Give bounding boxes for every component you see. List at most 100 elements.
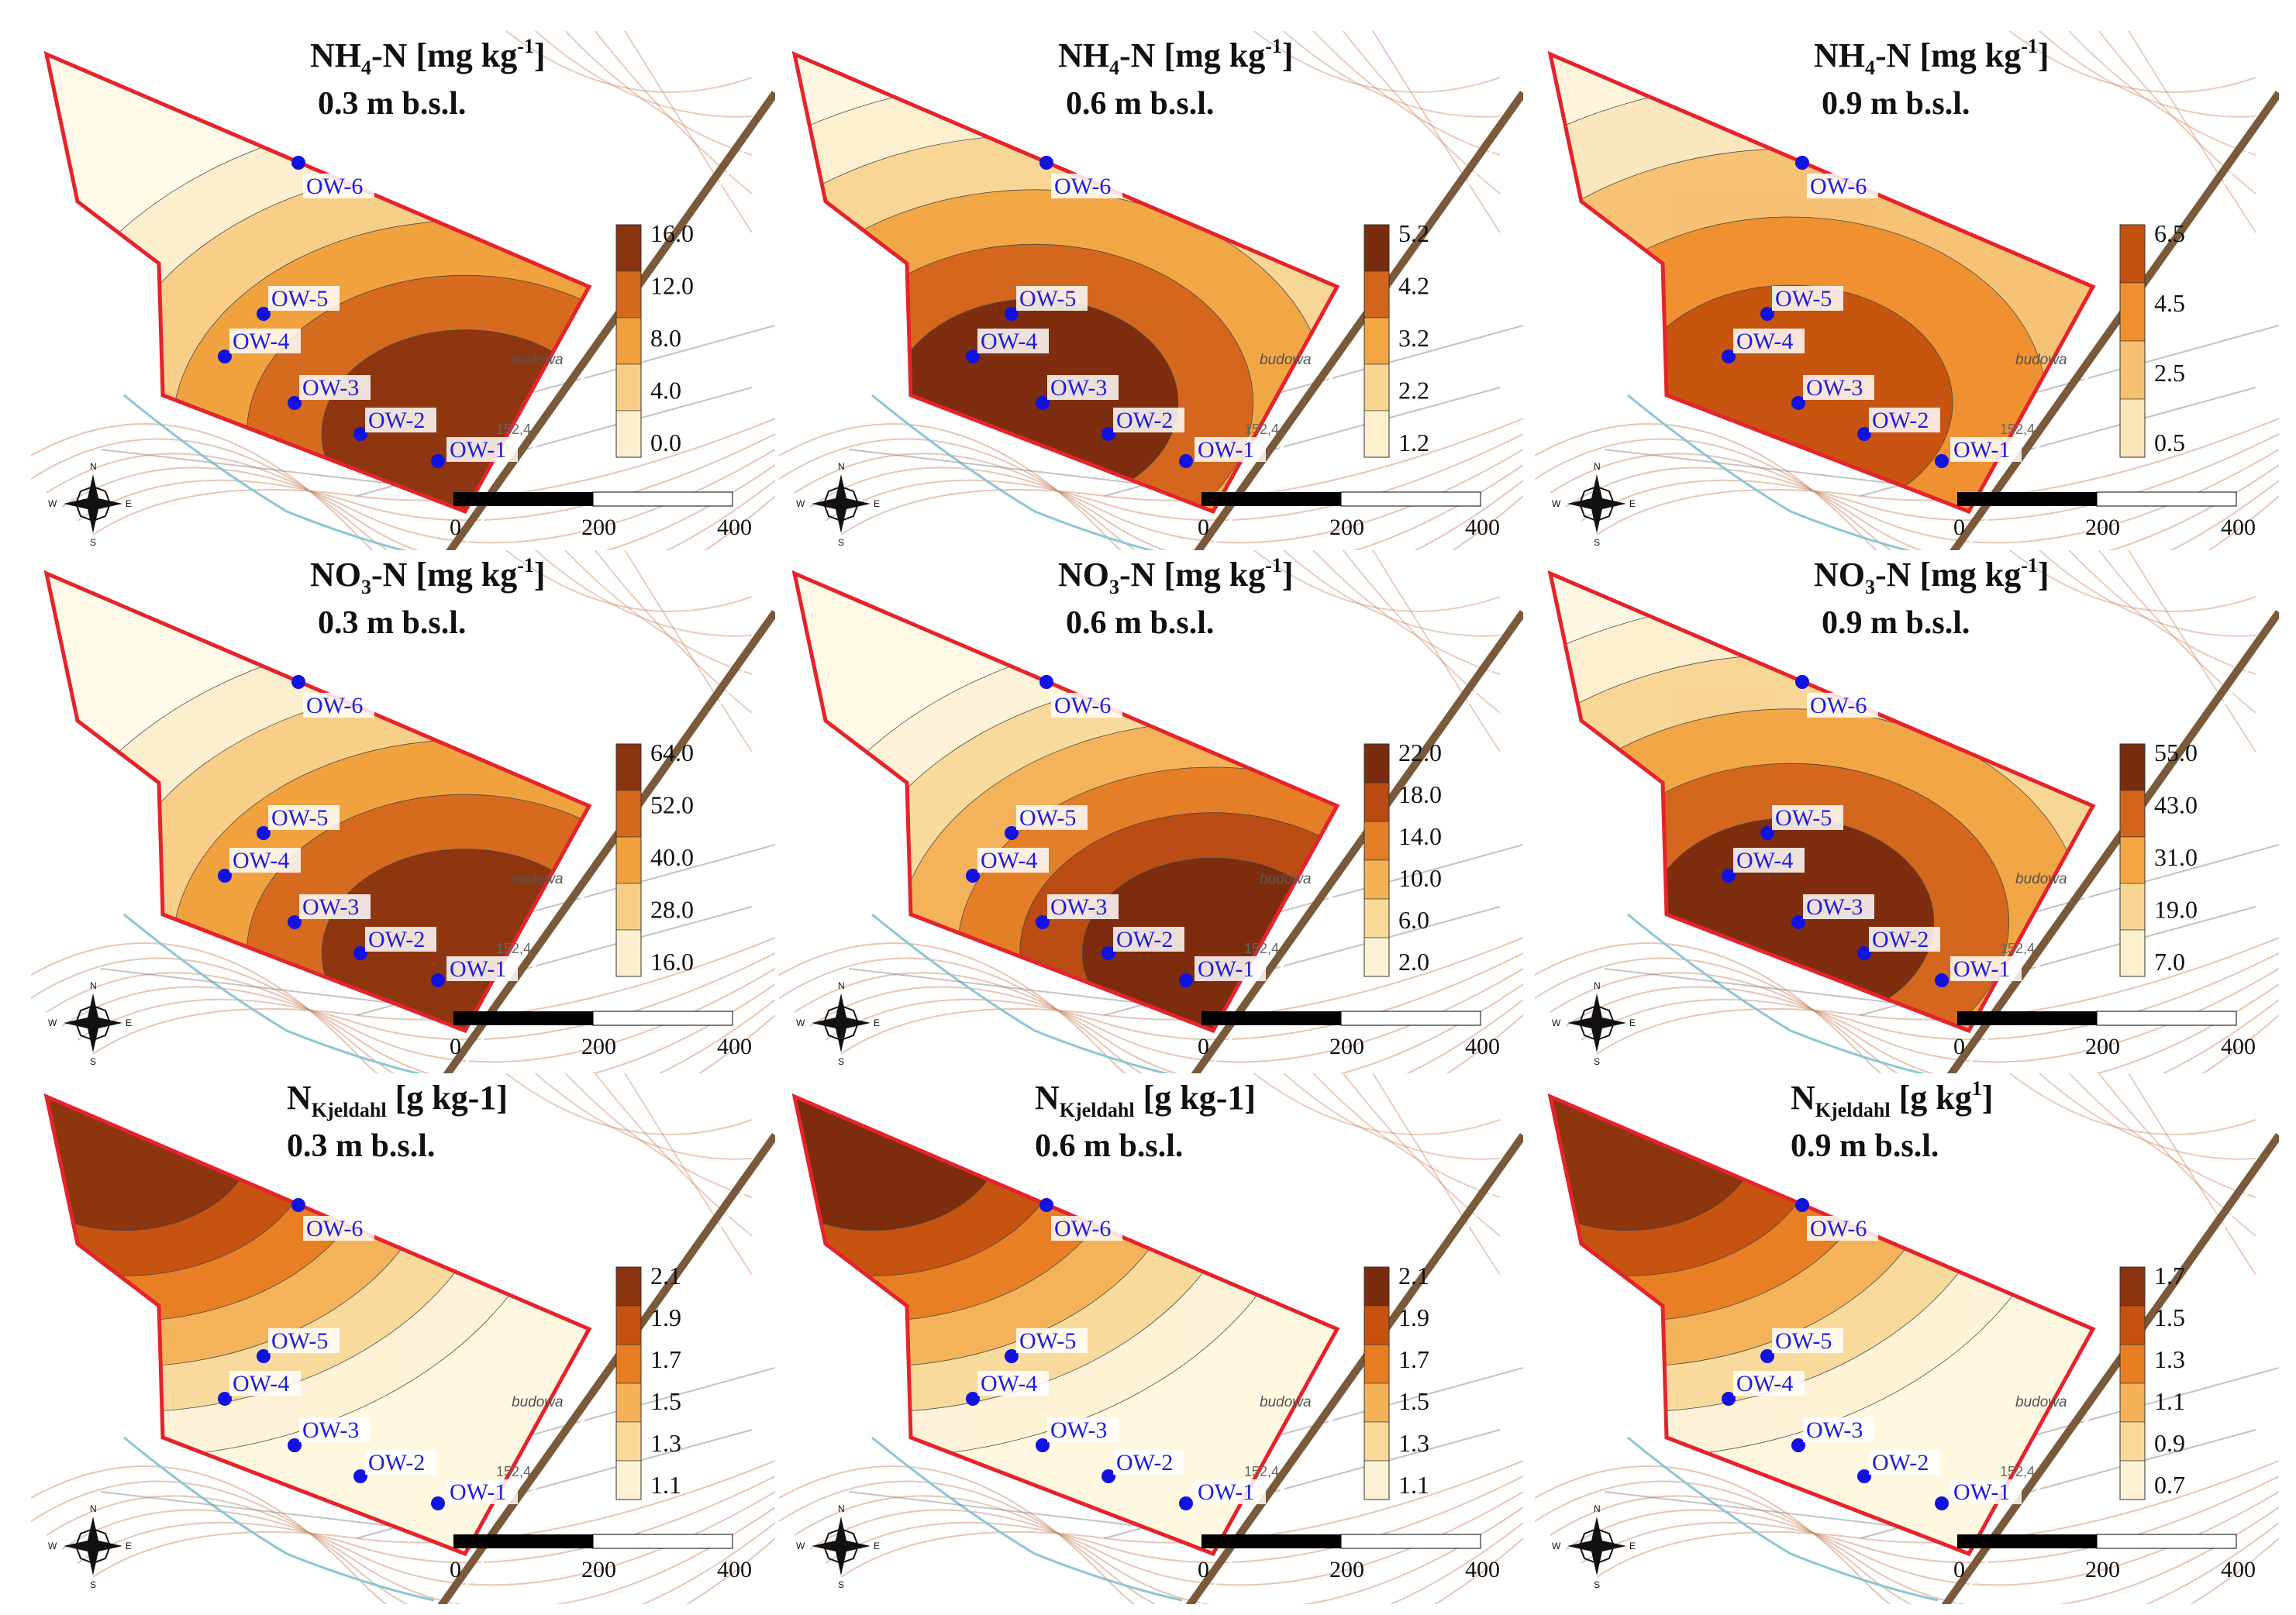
legend-tick-label: 12.0 bbox=[650, 272, 694, 300]
well-marker[interactable] bbox=[966, 1392, 980, 1406]
well-marker[interactable] bbox=[1039, 675, 1053, 689]
well-marker[interactable] bbox=[966, 350, 980, 363]
contour-line bbox=[2098, 550, 2256, 714]
well-marker[interactable] bbox=[1935, 1496, 1949, 1510]
legend-tick-label: 8.0 bbox=[650, 324, 681, 352]
contour-line bbox=[594, 550, 753, 714]
legend-tick-label: 2.1 bbox=[650, 1262, 681, 1290]
well-marker[interactable] bbox=[431, 1496, 445, 1510]
well-label-bg bbox=[1047, 894, 1119, 919]
well-marker[interactable] bbox=[1935, 454, 1949, 468]
panel-title: NO3-N [mg kg-1] bbox=[1814, 556, 2050, 597]
well-label: OW-3 bbox=[1050, 375, 1107, 401]
well-marker[interactable] bbox=[288, 1438, 302, 1452]
unit-text: [mg kg bbox=[1164, 556, 1266, 594]
well-marker[interactable] bbox=[1722, 350, 1736, 363]
contour-line bbox=[31, 438, 775, 562]
species-subscript: 3 bbox=[1109, 576, 1119, 598]
well-marker[interactable] bbox=[1179, 454, 1193, 468]
well-marker[interactable] bbox=[291, 675, 305, 689]
well-marker[interactable] bbox=[288, 915, 302, 929]
contour-line bbox=[1253, 1073, 1501, 1135]
well-marker[interactable] bbox=[353, 946, 367, 960]
contour-line bbox=[1565, 449, 2279, 544]
place-label: budowa bbox=[2015, 1394, 2067, 1410]
well-marker[interactable] bbox=[218, 869, 232, 883]
well-marker[interactable] bbox=[1795, 675, 1809, 689]
well-marker[interactable] bbox=[291, 156, 305, 170]
well-label-bg bbox=[1869, 927, 1940, 952]
contour-line bbox=[594, 1073, 753, 1237]
legend-swatch bbox=[615, 1460, 642, 1500]
well-marker[interactable] bbox=[1039, 1198, 1053, 1212]
well-marker[interactable] bbox=[431, 454, 445, 468]
well-marker[interactable] bbox=[353, 427, 367, 441]
contour-line bbox=[31, 1465, 775, 1604]
legend-swatch bbox=[1363, 1344, 1390, 1384]
well-marker[interactable] bbox=[1791, 1438, 1805, 1452]
well-marker[interactable] bbox=[431, 973, 445, 987]
scale-label: 200 bbox=[1329, 1557, 1364, 1582]
scale-bar-white bbox=[2096, 1534, 2237, 1549]
compass-ring bbox=[74, 1527, 112, 1565]
well-marker[interactable] bbox=[966, 869, 980, 883]
compass-letter-e: E bbox=[874, 1541, 880, 1551]
contour-line bbox=[31, 423, 775, 562]
well-marker[interactable] bbox=[1760, 826, 1774, 840]
well-marker[interactable] bbox=[1005, 307, 1019, 321]
well-marker[interactable] bbox=[1179, 973, 1193, 987]
well-label-bg bbox=[446, 1479, 518, 1504]
scale-bar: 0 200 400 bbox=[450, 1534, 752, 1582]
well-marker[interactable] bbox=[1795, 156, 1809, 170]
well-label: OW-6 bbox=[1810, 1216, 1867, 1241]
compass-ring bbox=[822, 1004, 860, 1042]
contour-line bbox=[825, 952, 1523, 1041]
well-marker[interactable] bbox=[1101, 1469, 1115, 1483]
well-marker[interactable] bbox=[1179, 1496, 1193, 1510]
well-marker[interactable] bbox=[1036, 1438, 1050, 1452]
contour-line bbox=[1581, 433, 2279, 522]
legend-swatch bbox=[1363, 410, 1390, 458]
contour-line bbox=[779, 1480, 1523, 1604]
well-marker[interactable] bbox=[288, 396, 302, 410]
well-marker[interactable] bbox=[257, 307, 271, 321]
well-marker[interactable] bbox=[1791, 915, 1805, 929]
well-marker[interactable] bbox=[353, 1469, 367, 1483]
well-marker[interactable] bbox=[218, 1392, 232, 1406]
well-marker[interactable] bbox=[218, 350, 232, 363]
well-marker[interactable] bbox=[1722, 869, 1736, 883]
legend-tick-label: 1.5 bbox=[1398, 1387, 1429, 1415]
well-marker[interactable] bbox=[1101, 427, 1115, 441]
well-marker[interactable] bbox=[1039, 156, 1053, 170]
well-marker[interactable] bbox=[1722, 1392, 1736, 1406]
well-marker[interactable] bbox=[1795, 1198, 1809, 1212]
contour-line bbox=[2038, 1073, 2256, 1160]
well-marker[interactable] bbox=[1857, 1469, 1871, 1483]
well-marker[interactable] bbox=[1857, 427, 1871, 441]
well-marker[interactable] bbox=[1036, 396, 1050, 410]
scale-bar: 0 200 400 bbox=[450, 491, 752, 540]
well-marker[interactable] bbox=[257, 1349, 271, 1363]
well-marker[interactable] bbox=[1760, 307, 1774, 321]
well-marker[interactable] bbox=[1101, 946, 1115, 960]
elevation-label: 152,4 bbox=[2000, 941, 2035, 956]
well-marker[interactable] bbox=[1935, 973, 1949, 987]
well-label-bg bbox=[268, 286, 340, 311]
contour-line bbox=[534, 31, 753, 118]
well-label: OW-3 bbox=[302, 375, 359, 401]
well-label: OW-6 bbox=[1054, 174, 1111, 199]
well-marker[interactable] bbox=[1760, 1349, 1774, 1363]
well-marker[interactable] bbox=[1005, 1349, 1019, 1363]
well-marker[interactable] bbox=[1857, 946, 1871, 960]
well-marker[interactable] bbox=[1791, 396, 1805, 410]
well-marker[interactable] bbox=[291, 1198, 305, 1212]
well-marker[interactable] bbox=[257, 826, 271, 840]
contour-line bbox=[2098, 31, 2256, 195]
compass-rose: N S E W bbox=[48, 461, 132, 548]
well-label: OW-4 bbox=[1736, 329, 1793, 354]
scale-bar: 0 200 400 bbox=[1198, 1534, 1500, 1582]
contour-line bbox=[1371, 31, 1501, 233]
well-marker[interactable] bbox=[1036, 915, 1050, 929]
species-subscript: Kjeldahl bbox=[311, 1099, 387, 1121]
well-marker[interactable] bbox=[1005, 826, 1019, 840]
